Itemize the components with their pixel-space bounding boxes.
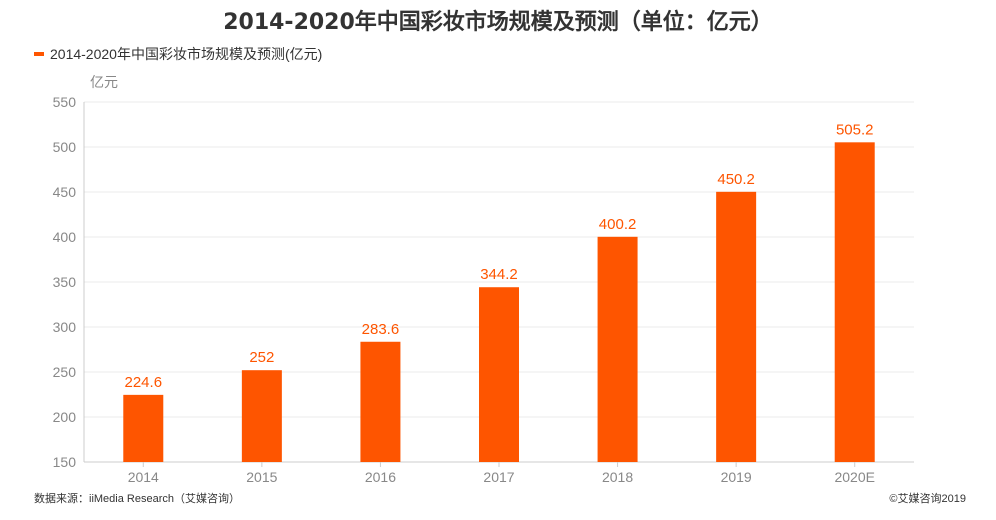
data-label: 224.6 [125,374,163,391]
data-label: 283.6 [362,321,400,338]
data-label: 252 [249,349,274,366]
y-tick-label: 550 [53,94,77,110]
legend-swatch [34,52,44,56]
x-tick-label: 2018 [602,469,633,485]
y-tick-label: 400 [53,229,77,245]
bar [716,191,757,462]
chart-title: 2014-2020年中国彩妆市场规模及预测（单位：亿元） [223,10,773,35]
data-label: 505.2 [836,121,874,138]
x-tick-label: 2015 [246,469,277,485]
bar [123,394,164,462]
x-tick-label: 2020E [834,469,874,485]
x-tick-label: 2017 [483,469,514,485]
bar [834,142,875,462]
data-label: 400.2 [599,216,637,233]
y-tick-label: 150 [53,454,77,470]
x-tick-label: 2016 [365,469,396,485]
y-axis-unit: 亿元 [90,74,118,90]
y-tick-label: 350 [53,274,77,290]
source-note: 数据来源：iiMedia Research（艾媒咨询） [34,493,240,505]
y-tick-label: 450 [53,184,77,200]
bar [360,341,401,462]
data-label: 344.2 [480,266,518,283]
copyright-note: ©艾媒咨询2019 [889,493,966,505]
bar [479,287,519,462]
y-tick-label: 300 [53,319,77,335]
legend-label: 2014-2020年中国彩妆市场规模及预测(亿元) [50,46,323,62]
data-label: 450.2 [717,171,755,188]
x-tick-label: 2014 [128,469,159,485]
y-tick-label: 250 [53,364,77,380]
bar [241,370,282,462]
x-tick-label: 2019 [721,469,752,485]
y-tick-label: 500 [53,139,77,155]
y-tick-label: 200 [53,409,77,425]
bar [597,236,638,462]
legend: 2014-2020年中国彩妆市场规模及预测(亿元) [34,44,322,64]
